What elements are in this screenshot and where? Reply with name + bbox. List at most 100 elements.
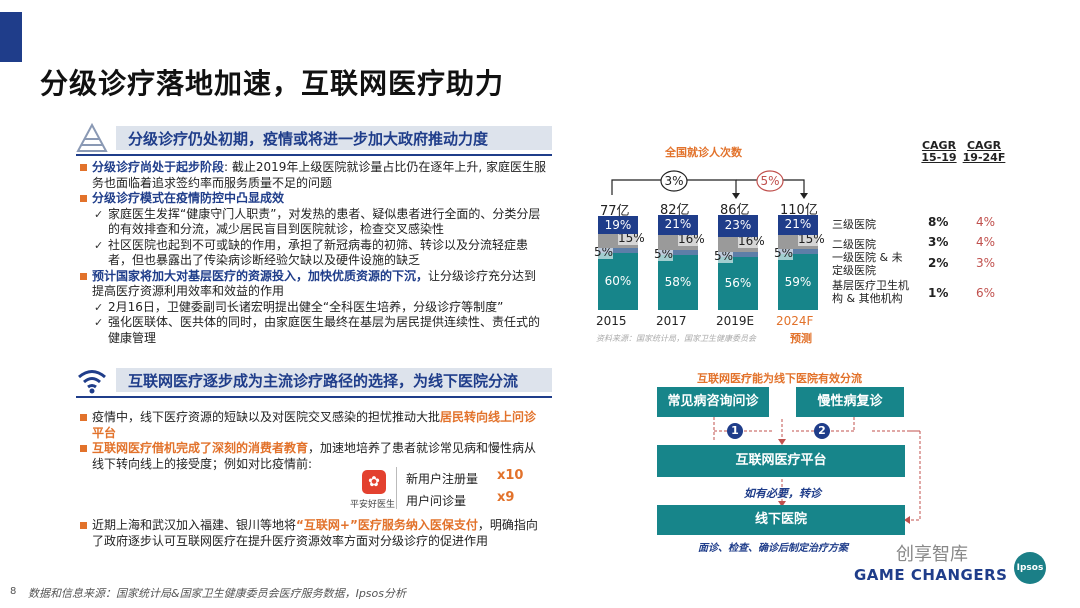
s1-sub-2: 社区医院也起到不可或缺的作用，承担了新冠病毒的初筛、转诊以及分流轻症患者，但也暴… [78,238,548,269]
bar-label-2015-3: 19% [604,217,632,232]
cagr-4-a: 1% [928,286,949,300]
bar-total-2024F: 110亿 [780,203,818,218]
cagr-header-2: CAGR 19-24F [962,139,1006,164]
bar-label-2019E-3: 23% [724,218,752,232]
offline-note: 面诊、检查、确诊后制定治疗方案 [698,543,848,554]
bar-segment-2015-0: 60% [598,253,638,310]
s1-bullet-2: 分级诊疗模式在疫情防控中凸显成效 [78,191,548,207]
legend-2: 二级医院 [832,238,876,251]
bar-label-2017-2: 16% [678,231,705,246]
section1-band [116,126,552,150]
s2-bullet-2: 互联网医疗借机完成了深刻的消费者教育，加速地培养了患者就诊常见病和慢性病从线下转… [78,441,548,472]
platform-box: 互联网医疗平台 [657,445,905,477]
bar-label-2019E-0: 56% [724,275,752,290]
bar-segment-2024F-2: 15% [778,231,825,250]
bar-segment-2024F-3: 21% [778,215,818,235]
legend-4: 基层医疗卫生机构 & 其他机构 [832,279,909,305]
bar-segment-2019E-3: 23% [718,215,758,237]
s2-bullet-3-hl: “互联网+”医疗服务纳入医保支付 [296,518,478,532]
cagr-1-a: 8% [928,215,949,229]
bar-segment-2015-1: 5% [594,245,638,260]
stat-divider [396,467,397,509]
cagr-2-b: 4% [976,235,996,249]
bar-label-2024F-2: 15% [798,231,825,246]
ipsos-logo: Ipsos [1014,552,1046,584]
bar-segment-2017-0: 58% [658,254,698,310]
section2-band [116,368,552,392]
watermark: 创享智库 [896,544,968,565]
x-tick-2015: 2015 [596,314,627,328]
s1-bullet-1: 分级诊疗尚处于起步阶段: 截止2019年上级医院就诊量占比仍在逐年上升, 家庭医… [78,160,548,191]
bar-label-2019E-1: 5% [714,249,734,264]
chronic-box: 慢性病复诊 [796,387,904,417]
consult-box: 常见病咨询问诊 [657,387,769,417]
flow-title: 互联网医疗能为线下医院有效分流 [697,372,862,385]
stat-1-label: 新用户注册量 [406,472,479,486]
bar-segment-2015-2: 15% [598,231,645,249]
s1-sub-4: 强化医联体、医共体的同时，由家庭医生最终在基层为居民提供连续性、责任式的健康管理 [78,315,548,346]
bar-label-2017-0: 58% [664,274,692,289]
stat-2-value: x9 [497,490,515,505]
s2-bullet-3-text: 近期上海和武汉加入福建、银川等地将 [92,518,297,532]
s1-bullet-3-text: 让分级诊疗充分达到提高医疗资源利用效率和效益的作用 [92,268,537,299]
step-2-badge: 2 [814,423,830,439]
bar-segment-2017-1: 5% [654,247,698,262]
s1-sub-1: 家庭医生发挥“健康守门人职责”，对发热的患者、疑似患者进行全面的、分类分层的有效… [78,207,548,238]
s1-bullet-3-hl: 预计国家将加大对基层医疗的资源投入，加快优质资源的下沉， [92,268,429,283]
bar-segment-2024F-0: 59% [778,253,818,310]
step-1-badge: 1 [727,423,743,439]
pyramid-icon [76,122,108,152]
bubble-1: 3% [664,174,683,188]
section2-body-top: 疫情中，线下医疗资源的短缺以及对医院交叉感染的担忧推动大批居民转向线上问诊平台 … [78,410,548,472]
chart-title: 全国就诊人次数 [665,146,742,159]
stat-2-label: 用户问诊量 [406,494,467,508]
chart-source: 资料来源：国家统计局，国家卫生健康委员会 [596,334,756,343]
legend-3: 一级医院 & 未定级医院 [832,251,903,277]
bar-label-2024F-1: 5% [774,246,794,261]
bar-segment-2019E-0: 56% [718,256,758,310]
offline-hospital-box: 线下医院 [657,505,905,535]
cagr-header-1: CAGR 15-19 [921,139,957,164]
cagr-2-a: 3% [928,235,949,249]
transfer-note: 如有必要，转诊 [744,487,821,500]
bar-segment-2019E-2: 16% [718,233,765,253]
app-name: 平安好医生 [350,500,396,510]
bar-label-2024F-0: 59% [784,274,812,289]
s2-bullet-3: 近期上海和武汉加入福建、银川等地将“互联网+”医疗服务纳入医保支付，明确指向了政… [78,518,548,549]
section1-title: 分级诊疗仍处初期，疫情或将进一步加大政府推动力度 [128,130,489,148]
bar-label-2019E-2: 16% [738,233,765,248]
cagr-3-b: 3% [976,256,996,270]
bar-total-2019E: 86亿 [720,203,750,218]
cagr-1-b: 4% [976,215,996,229]
bubble-2: 5% [760,174,779,188]
x-tick-2024F: 2024F [776,314,814,328]
section2-header: 互联网医疗逐步成为主流诊疗路径的选择，为线下医院分流 [76,364,552,398]
s2-bullet-2-text: ，加速地培养了患者就诊常见病和慢性病从线下转向线上的接受度；例如对比疫情前: [92,441,537,471]
legend-1: 三级医院 [832,218,876,231]
bar-label-2015-2: 15% [618,231,645,245]
page-title: 分级诊疗落地加速，互联网医疗助力 [40,67,505,100]
brand-tagline: GAME CHANGERS [854,566,1008,584]
accent-bar [0,12,22,62]
s1-bullet-3: 预计国家将加大对基层医疗的资源投入，加快优质资源的下沉，让分级诊疗充分达到提高医… [78,269,548,300]
s1-sub-3: 2月16日，卫健委副司长诸宏明提出健全“全科医生培养，分级诊疗等制度” [78,300,548,316]
bar-segment-2017-2: 16% [658,231,705,251]
section2-title: 互联网医疗逐步成为主流诊疗路径的选择，为线下医院分流 [128,372,519,390]
bar-label-2017-3: 21% [664,217,692,231]
s1-bullet-2-hl: 分级诊疗模式在疫情防控中凸显成效 [92,191,285,205]
s2-bullet-1-hl: 居民转向线上问诊平台 [92,410,537,440]
page-number: 8 [10,586,17,597]
s2-bullet-3-rest: ，明确指向了政府逐步认可互联网医疗在提升医疗资源效率方面对分级诊疗的促进作用 [92,518,538,548]
section2-body-bottom: 近期上海和武汉加入福建、银川等地将“互联网+”医疗服务纳入医保支付，明确指向了政… [78,518,548,549]
s1-bullet-1-text: : 截止2019年上级医院就诊量占比仍在逐年上升, 家庭医生服务也面临着追求签约… [92,160,547,190]
cagr-4-b: 6% [976,286,996,300]
footer-source: 数据和信息来源：国家统计局&国家卫生健康委员会医疗服务数据，Ipsos分析 [28,587,406,600]
s2-bullet-1: 疫情中，线下医疗资源的短缺以及对医院交叉感染的担忧推动大批居民转向线上问诊平台 [78,410,548,441]
bar-total-2017: 82亿 [660,203,690,218]
bar-segment-2017-3: 21% [658,215,698,235]
x-tick-2019E: 2019E [716,314,755,328]
bar-label-2015-0: 60% [604,274,632,288]
section1-body: 分级诊疗尚处于起步阶段: 截止2019年上级医院就诊量占比仍在逐年上升, 家庭医… [78,160,548,346]
cagr-bubbles: 3% 5% [611,170,808,199]
bar-segment-2019E-1: 5% [714,249,758,264]
